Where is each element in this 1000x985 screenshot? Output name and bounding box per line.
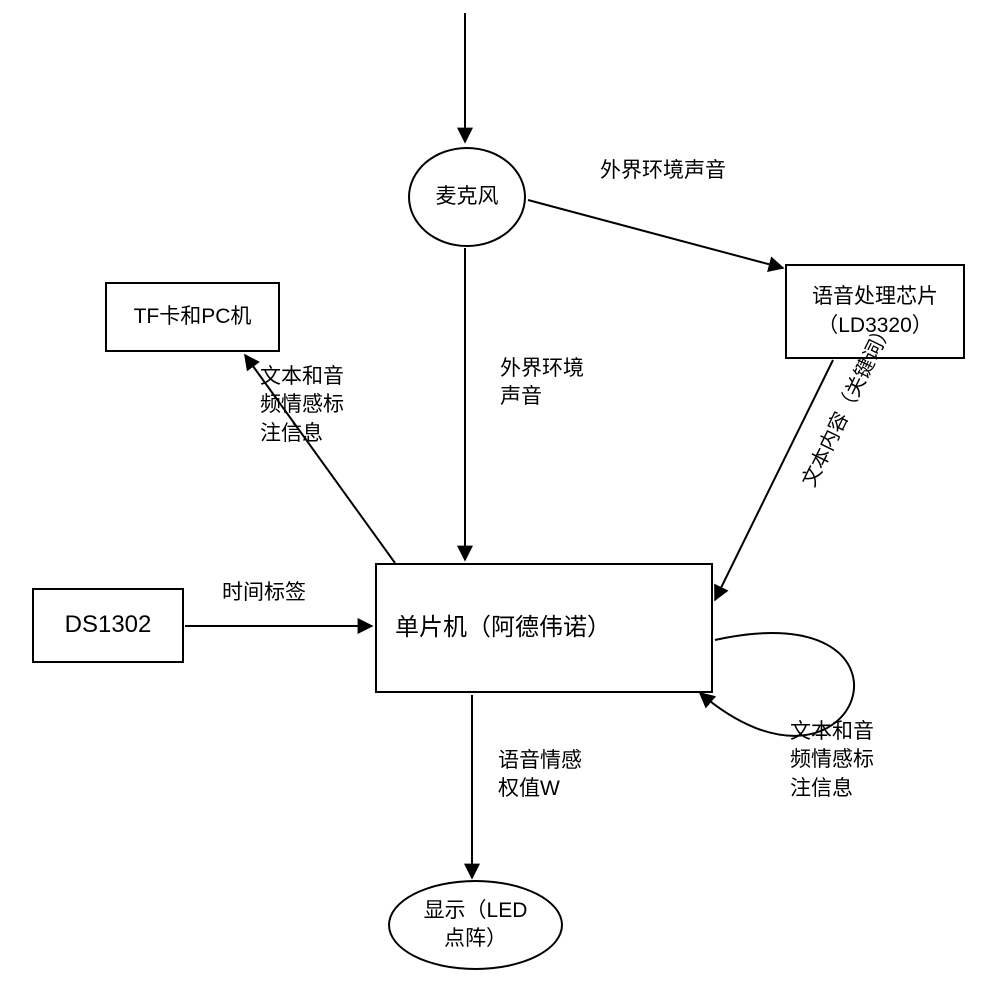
edges-layer (0, 0, 1000, 985)
label-ds-mcu: 时间标签 (222, 579, 306, 607)
node-mic-label: 麦克风 (436, 183, 499, 211)
label-mcu-tfpc: 文本和音 频情感标 注信息 (260, 363, 370, 448)
node-ds1302-label: DS1302 (65, 609, 152, 641)
label-mic-mcu: 外界环境 声音 (500, 355, 610, 412)
label-mic-voice: 外界环境声音 (600, 157, 726, 185)
diagram-canvas: 麦克风 TF卡和PC机 语音处理芯片 （LD3320） DS1302 单片机（阿… (0, 0, 1000, 985)
node-led: 显示（LED 点阵） (388, 880, 563, 970)
label-mcu-led: 语音情感 权值W (498, 747, 608, 804)
label-self-loop: 文本和音 频情感标 注信息 (790, 718, 900, 803)
node-led-label: 显示（LED 点阵） (424, 897, 528, 954)
node-mcu: 单片机（阿德伟诺） (375, 563, 713, 693)
node-mic: 麦克风 (408, 147, 526, 247)
node-mcu-label: 单片机（阿德伟诺） (395, 612, 611, 644)
edge-mic-voice (528, 200, 783, 268)
node-ds1302: DS1302 (32, 588, 184, 663)
node-tfpc: TF卡和PC机 (105, 282, 280, 352)
node-tfpc-label: TF卡和PC机 (134, 303, 252, 331)
